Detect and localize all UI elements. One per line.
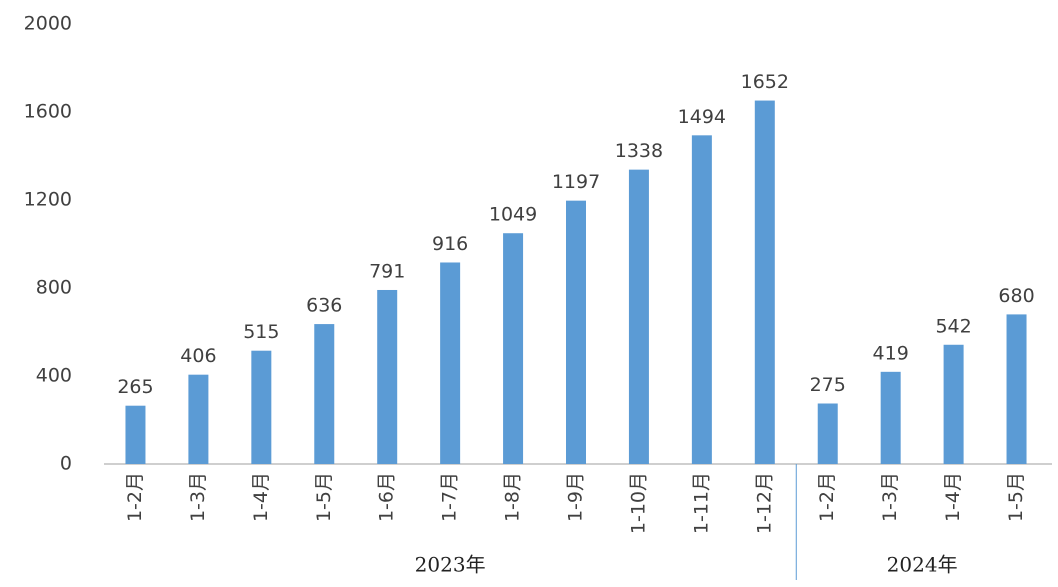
x-tick-label: 1-3月	[879, 472, 901, 522]
y-tick-label: 400	[36, 365, 72, 387]
bar	[251, 350, 272, 464]
bar	[880, 371, 901, 464]
value-label: 636	[306, 295, 342, 317]
bar	[377, 289, 398, 464]
value-label: 1652	[741, 71, 789, 93]
x-tick-label: 1-8月	[502, 472, 524, 522]
bar	[628, 169, 649, 464]
value-label: 680	[998, 285, 1034, 307]
bar	[817, 403, 838, 464]
bar	[188, 374, 209, 464]
x-tick-label: 1-9月	[565, 472, 587, 522]
bar	[503, 233, 524, 464]
y-tick-label: 1200	[24, 189, 72, 211]
x-tick-label: 1-5月	[1005, 472, 1027, 522]
x-tick-label: 1-5月	[313, 472, 335, 522]
x-tick-label: 1-2月	[816, 472, 838, 522]
x-tick-label: 1-4月	[250, 472, 272, 522]
x-tick-label: 1-3月	[187, 472, 209, 522]
x-tick-label: 1-2月	[124, 472, 146, 522]
bar	[314, 324, 335, 464]
x-tick-label: 1-6月	[376, 472, 398, 522]
value-label: 791	[369, 260, 405, 282]
value-label: 542	[935, 315, 971, 337]
x-tick-label: 1-11月	[690, 472, 712, 534]
value-label: 916	[432, 233, 468, 255]
bar	[125, 405, 146, 464]
group-label: 2023年	[415, 553, 486, 577]
y-tick-label: 1600	[24, 101, 72, 123]
value-label: 1494	[678, 106, 726, 128]
group-label: 2024年	[887, 553, 958, 577]
value-label: 406	[180, 345, 216, 367]
y-tick-label: 0	[60, 453, 72, 475]
bar	[691, 135, 712, 464]
x-tick-label: 1-12月	[753, 472, 775, 534]
value-label: 419	[873, 342, 909, 364]
value-label: 1338	[615, 140, 663, 162]
bar	[1006, 314, 1027, 464]
bar	[566, 200, 586, 464]
value-label: 515	[243, 321, 279, 343]
bar	[440, 262, 461, 464]
value-label: 1049	[489, 204, 537, 226]
x-tick-label: 1-4月	[942, 472, 964, 522]
value-label: 265	[117, 376, 153, 398]
y-tick-label: 800	[36, 277, 72, 299]
x-tick-label: 1-10月	[627, 472, 649, 534]
bar	[943, 344, 964, 464]
y-tick-label: 2000	[24, 13, 72, 35]
value-label: 275	[810, 374, 846, 396]
bar	[754, 100, 775, 464]
value-label: 1197	[552, 171, 600, 193]
x-tick-label: 1-7月	[439, 472, 461, 522]
